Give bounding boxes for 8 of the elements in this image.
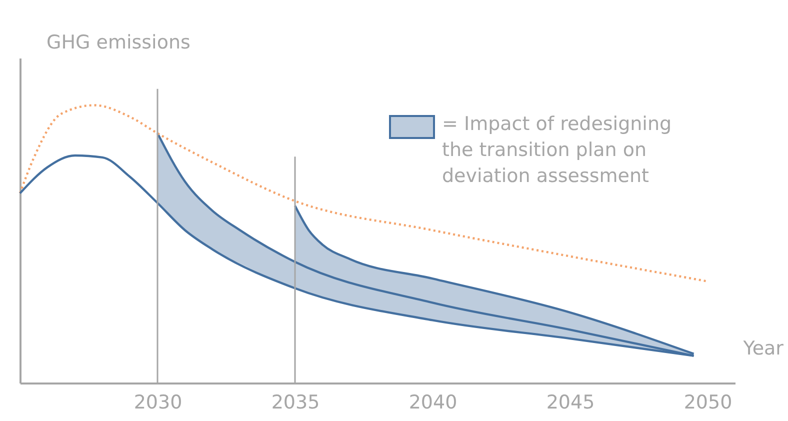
x-axis-title: Year	[742, 338, 784, 360]
x-tick-label: 2045	[546, 392, 595, 414]
legend-label: = Impact of redesigning the transition plan on deviation assessment	[442, 113, 672, 187]
x-tick-label: 2040	[408, 392, 458, 414]
x-tick-label: 2030	[134, 392, 182, 414]
y-axis-title: GHG emissions	[46, 32, 190, 54]
x-tick-label: 2035	[271, 392, 320, 414]
x-tick-label: 2050	[684, 392, 732, 414]
